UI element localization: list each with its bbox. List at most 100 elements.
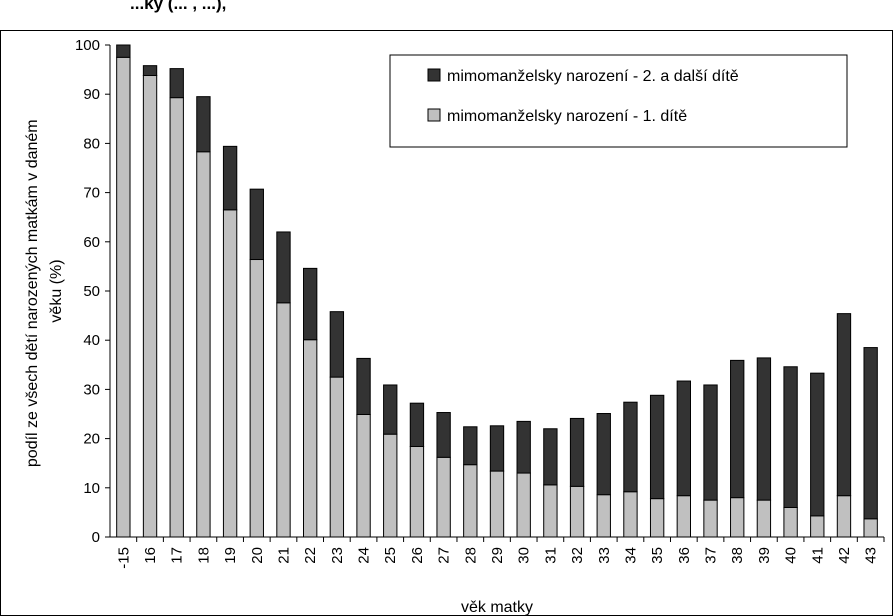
x-tick-label: 39	[756, 547, 773, 564]
bar-first-child	[142, 75, 158, 538]
bar-first-child	[703, 499, 718, 538]
bar-first-child	[783, 506, 798, 538]
x-tick-label: 36	[676, 547, 693, 564]
bar-first-child	[329, 376, 345, 538]
bar-second-child	[703, 384, 718, 501]
bar-second-child	[596, 413, 611, 496]
bar-second-child	[303, 267, 318, 341]
x-tick-label: 18	[195, 547, 212, 564]
legend-swatch-2nd-child	[427, 68, 441, 82]
x-tick-label: 20	[249, 547, 266, 564]
bar-second-child	[569, 417, 585, 487]
bar-first-child	[196, 151, 211, 538]
bar-second-child	[543, 428, 558, 486]
x-tick-label: 19	[222, 547, 239, 564]
bar-first-child	[649, 498, 665, 538]
x-tick-label: 22	[302, 547, 319, 564]
bar-first-child	[222, 209, 238, 538]
x-tick-label: 38	[729, 547, 746, 564]
bar-second-child	[649, 394, 665, 500]
bar-second-child	[489, 425, 505, 472]
x-tick-label: 34	[622, 547, 639, 564]
x-tick-label: 27	[436, 547, 453, 564]
x-tick-label: 35	[649, 547, 666, 564]
y-tick-label: 70	[83, 185, 100, 202]
bar-second-child	[783, 366, 798, 508]
bar-second-child	[249, 188, 264, 261]
y-tick-label: 10	[83, 480, 100, 497]
legend-label-1st-child: mimomanželsky narození - 1. dítě	[447, 108, 687, 125]
legend-box	[389, 54, 848, 148]
bar-first-child	[569, 485, 585, 538]
bar-second-child	[436, 412, 451, 458]
bar-first-child	[169, 97, 184, 538]
x-tick-label: 42	[836, 547, 853, 564]
y-tick-label: 60	[83, 234, 100, 251]
bar-second-child	[409, 402, 425, 447]
bar-first-child	[543, 484, 558, 538]
x-tick-label: 32	[569, 547, 586, 564]
bar-second-child	[142, 65, 158, 77]
bar-first-child	[383, 433, 398, 538]
bar-first-child	[623, 491, 638, 538]
bar-first-child	[409, 445, 425, 538]
bar-first-child	[489, 470, 505, 538]
x-axis-title: věk matky	[461, 599, 533, 616]
bar-second-child	[276, 231, 291, 304]
x-tick-label: 21	[275, 547, 292, 564]
bar-first-child	[676, 495, 691, 538]
x-tick-label: 16	[142, 547, 159, 564]
bar-first-child	[436, 456, 451, 538]
y-tick-label: 100	[75, 37, 100, 54]
x-tick-label: 37	[703, 547, 720, 564]
bar-second-child	[863, 347, 878, 520]
x-tick-label: 23	[329, 547, 346, 564]
y-tick-label: 0	[92, 529, 100, 546]
bar-second-child	[116, 44, 131, 58]
bar-second-child	[222, 145, 238, 211]
bar-first-child	[516, 472, 531, 538]
bar-second-child	[623, 401, 638, 493]
x-tick-label: 30	[516, 547, 533, 564]
bar-first-child	[810, 515, 825, 538]
bar-first-child	[596, 494, 611, 538]
legend-label-2nd-child: mimomanželsky narození - 2. a další dítě	[447, 68, 739, 85]
x-tick-label: 43	[863, 547, 880, 564]
x-tick-label: 26	[409, 547, 426, 564]
bar-first-child	[836, 495, 852, 538]
bar-second-child	[836, 313, 852, 497]
x-tick-label: 17	[169, 547, 186, 564]
y-tick-label: 50	[83, 283, 100, 300]
x-tick-label: 31	[542, 547, 559, 564]
x-tick-label: 28	[462, 547, 479, 564]
y-tick-label: 20	[83, 431, 100, 448]
x-tick-label: 25	[382, 547, 399, 564]
x-tick-label: 24	[356, 547, 373, 564]
bar-second-child	[676, 380, 691, 497]
chart-title: ...ky (... , ...),	[130, 0, 227, 13]
bar-first-child	[730, 497, 745, 538]
bar-second-child	[516, 420, 531, 474]
bar-first-child	[249, 259, 264, 538]
legend-swatch-1st-child	[427, 108, 441, 122]
bar-first-child	[756, 499, 772, 538]
bar-second-child	[383, 384, 398, 435]
x-tick-label: 29	[489, 547, 506, 564]
bar-first-child	[303, 339, 318, 538]
x-axis-ticks: -15 16 17 18 19 20 21 22 23 24 25 26 27 28 29 30 31 32 33 3…	[115, 537, 885, 569]
bar-second-child	[810, 372, 825, 517]
y-tick-label: 80	[83, 135, 100, 152]
bar-second-child	[196, 96, 211, 153]
y-tick-label: 40	[83, 332, 100, 349]
bar-second-child	[463, 426, 478, 466]
bar-second-child	[329, 311, 345, 378]
x-tick-label: -15	[115, 547, 132, 569]
x-tick-label: 41	[809, 547, 826, 564]
y-axis-title-line-1: podíl ze všech dětí narozených matkám v …	[24, 119, 41, 467]
y-axis-title-line-2: věku (%)	[48, 259, 65, 322]
bar-second-child	[169, 68, 184, 99]
bar-second-child	[356, 357, 371, 415]
bar-second-child	[756, 357, 772, 501]
